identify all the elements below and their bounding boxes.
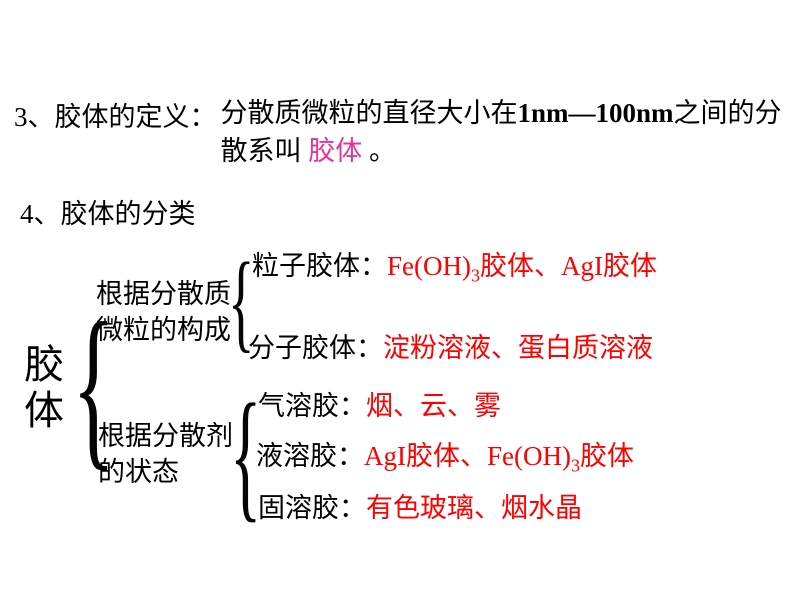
definition-text-1: 分散质微粒的直径大小在: [221, 98, 518, 128]
definition-range: 1nm—100nm: [518, 98, 674, 128]
definition-end: 。: [362, 136, 396, 166]
definition-term: 胶体: [308, 136, 362, 166]
item-liquid-sub: 3: [571, 455, 580, 475]
item-molecule-label: 分子胶体：: [248, 333, 383, 363]
item-gas-label: 气溶胶：: [258, 391, 366, 421]
item-molecule-colloid: 分子胶体：淀粉溶液、蛋白质溶液: [248, 326, 653, 365]
item-particle-sub: 3: [471, 265, 480, 285]
item-particle-ex2: 胶体、AgI胶体: [480, 251, 657, 281]
item-liquid-ex1: AgI胶体、Fe(OH): [364, 441, 571, 471]
item-particle-label: 粒子胶体：: [252, 251, 387, 281]
item-solid-sol: 固溶胶：有色玻璃、烟水晶: [258, 486, 582, 525]
classify-by-medium-label: 根据分散剂的状态: [98, 418, 238, 491]
definition-content: 分散质微粒的直径大小在1nm—100nm之间的分散系叫 胶体 。: [221, 95, 794, 171]
slide-page: 3、胶体的定义： 分散质微粒的直径大小在1nm—100nm之间的分散系叫 胶体 …: [0, 0, 794, 596]
classify-by-particle-label: 根据分散质微粒的构成: [96, 276, 236, 349]
classification-label: 4、胶体的分类: [20, 192, 196, 231]
main-term-line1: 胶: [24, 342, 64, 387]
item-liquid-sol: 液溶胶：AgI胶体、Fe(OH)3胶体: [256, 434, 634, 476]
main-term: 胶 体: [24, 342, 64, 434]
definition-section: 3、胶体的定义： 分散质微粒的直径大小在1nm—100nm之间的分散系叫 胶体 …: [14, 95, 794, 171]
item-gas-examples: 烟、云、雾: [366, 391, 501, 421]
main-term-line2: 体: [24, 388, 64, 433]
item-liquid-label: 液溶胶：: [256, 441, 364, 471]
item-aerosol: 气溶胶：烟、云、雾: [258, 384, 501, 423]
item-solid-label: 固溶胶：: [258, 493, 366, 523]
item-solid-examples: 有色玻璃、烟水晶: [366, 493, 582, 523]
definition-label: 3、胶体的定义：: [14, 95, 217, 134]
item-liquid-ex2: 胶体: [580, 441, 634, 471]
item-particle-colloid: 粒子胶体：Fe(OH)3胶体、AgI胶体: [252, 244, 657, 286]
item-particle-ex1: Fe(OH): [387, 251, 471, 281]
item-molecule-examples: 淀粉溶液、蛋白质溶液: [383, 333, 653, 363]
